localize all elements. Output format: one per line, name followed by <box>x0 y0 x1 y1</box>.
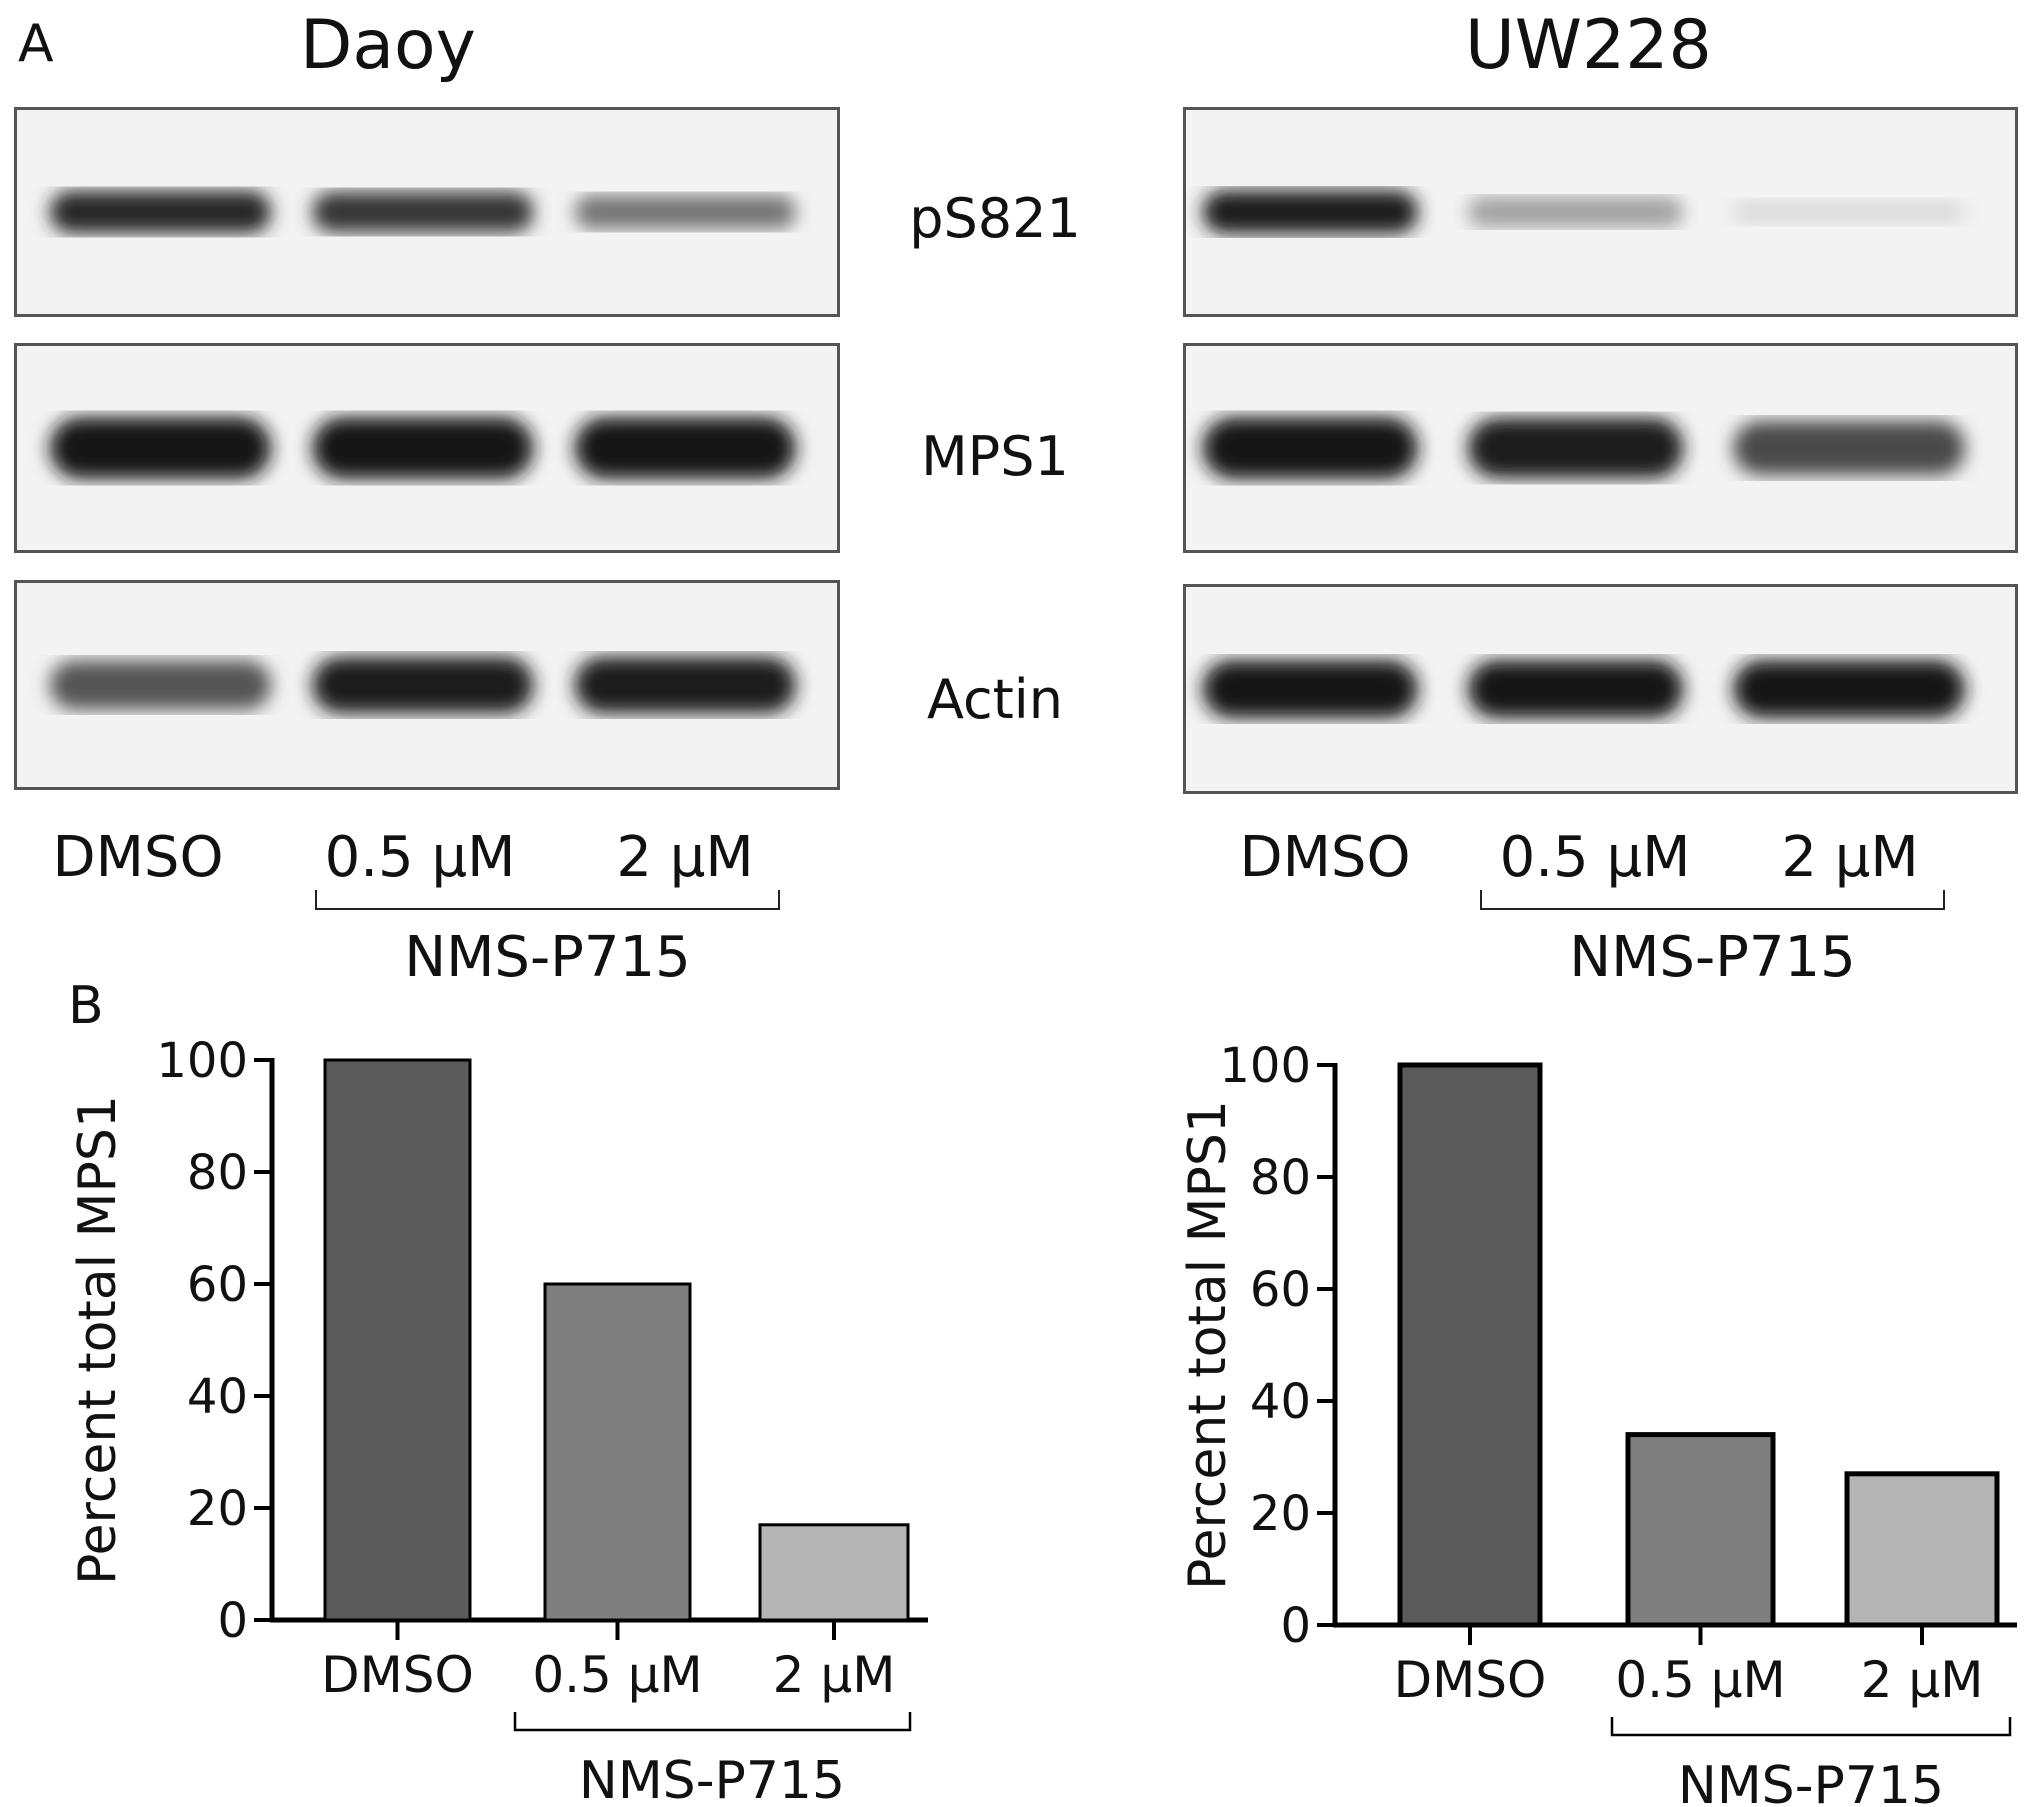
uw228-drug-bracket <box>1480 890 1945 910</box>
band-ps821-lane-1 <box>1202 190 1419 234</box>
band-actin-lane-1 <box>49 660 272 710</box>
y-tick-label-100: 100 <box>156 1033 248 1089</box>
uw228-lane-dmso: DMSO <box>1239 825 1411 890</box>
y-tick-label-0: 0 <box>1280 1598 1311 1654</box>
daoy-lane-dmso: DMSO <box>52 825 224 890</box>
bar-2 <box>1625 1432 1776 1628</box>
band-actin-lane-1 <box>1202 660 1419 718</box>
x-tick-label-3: 2 μM <box>1861 1651 1984 1709</box>
band-ps821-lane-1 <box>49 190 272 234</box>
uw228-bar-chart: Percent total MPS1 0 20 40 60 80 100 DMSO 0.5 μM… <box>1178 1038 2017 1807</box>
bar-3 <box>758 1523 910 1622</box>
protein-label-mps1: MPS1 <box>921 425 1069 488</box>
daoy-drug-label: NMS-P715 <box>404 925 691 990</box>
blot-row-actin <box>1183 584 2018 794</box>
x-tick-label-2: 0.5 μM <box>532 1646 702 1704</box>
y-axis-label: Percent total MPS1 <box>68 1095 128 1585</box>
band-actin-lane-3 <box>574 656 796 714</box>
bar-2 <box>543 1282 692 1622</box>
daoy-title: Daoy <box>300 6 476 85</box>
daoy-drug-bracket <box>315 890 780 910</box>
band-mps1-lane-2 <box>1467 417 1684 479</box>
blot-row-mps1 <box>14 343 840 553</box>
y-tick-label-80: 80 <box>187 1145 248 1201</box>
y-tick-label-100: 100 <box>1219 1038 1311 1094</box>
y-tick-label-20: 20 <box>187 1481 248 1537</box>
bar-1 <box>1397 1062 1543 1628</box>
uw228-title: UW228 <box>1465 6 1712 85</box>
y-tick-label-40: 40 <box>1250 1374 1311 1430</box>
y-tick-label-60: 60 <box>187 1257 248 1313</box>
band-actin-lane-2 <box>312 656 534 714</box>
band-mps1-lane-2 <box>312 417 534 479</box>
uw228-lane-05um: 0.5 μM <box>1499 825 1691 890</box>
panel-a-letter: A <box>18 14 54 74</box>
daoy-lane-2um: 2 μM <box>616 825 754 890</box>
x-tick-label-3: 2 μM <box>773 1646 896 1704</box>
band-actin-lane-2 <box>1467 660 1684 718</box>
y-tick-label-40: 40 <box>187 1369 248 1425</box>
band-ps821-lane-3 <box>1733 200 1966 224</box>
band-ps821-lane-3 <box>574 194 796 230</box>
x-tick-label-1: DMSO <box>1394 1651 1547 1709</box>
protein-label-actin: Actin <box>926 668 1064 731</box>
y-tick-label-20: 20 <box>1250 1486 1311 1542</box>
x-tick-label-1: DMSO <box>321 1646 474 1704</box>
bar-1 <box>323 1058 472 1622</box>
y-tick-label-60: 60 <box>1250 1262 1311 1318</box>
band-mps1-lane-3 <box>1733 420 1966 476</box>
band-ps821-lane-2 <box>312 191 534 233</box>
drug-bracket <box>513 1712 912 1732</box>
daoy-lane-05um: 0.5 μM <box>324 825 516 890</box>
daoy-bar-chart: Percent total MPS1 0 20 40 60 80 100 DMSO 0.5 μM… <box>68 1033 928 1807</box>
drug-bracket <box>1610 1717 2012 1737</box>
bar-3 <box>1844 1471 2000 1628</box>
blot-row-mps1 <box>1183 343 2018 553</box>
y-tick-label-80: 80 <box>1250 1150 1311 1206</box>
protein-label-ps821: pS821 <box>909 187 1081 250</box>
drug-label: NMS-P715 <box>579 1751 845 1807</box>
band-actin-lane-3 <box>1733 660 1966 718</box>
uw228-drug-label: NMS-P715 <box>1569 925 1856 990</box>
band-ps821-lane-2 <box>1467 197 1684 227</box>
y-axis-label: Percent total MPS1 <box>1178 1100 1238 1590</box>
blot-row-ps821 <box>1183 107 2018 317</box>
blot-row-actin <box>14 580 840 790</box>
band-mps1-lane-1 <box>49 417 272 479</box>
band-mps1-lane-3 <box>574 417 796 479</box>
blot-row-ps821 <box>14 107 840 317</box>
panel-b-letter: B <box>68 976 104 1036</box>
x-tick-label-2: 0.5 μM <box>1615 1651 1785 1709</box>
uw228-lane-2um: 2 μM <box>1781 825 1919 890</box>
y-tick-label-0: 0 <box>217 1593 248 1649</box>
drug-label: NMS-P715 <box>1678 1756 1944 1807</box>
band-mps1-lane-1 <box>1202 417 1419 479</box>
